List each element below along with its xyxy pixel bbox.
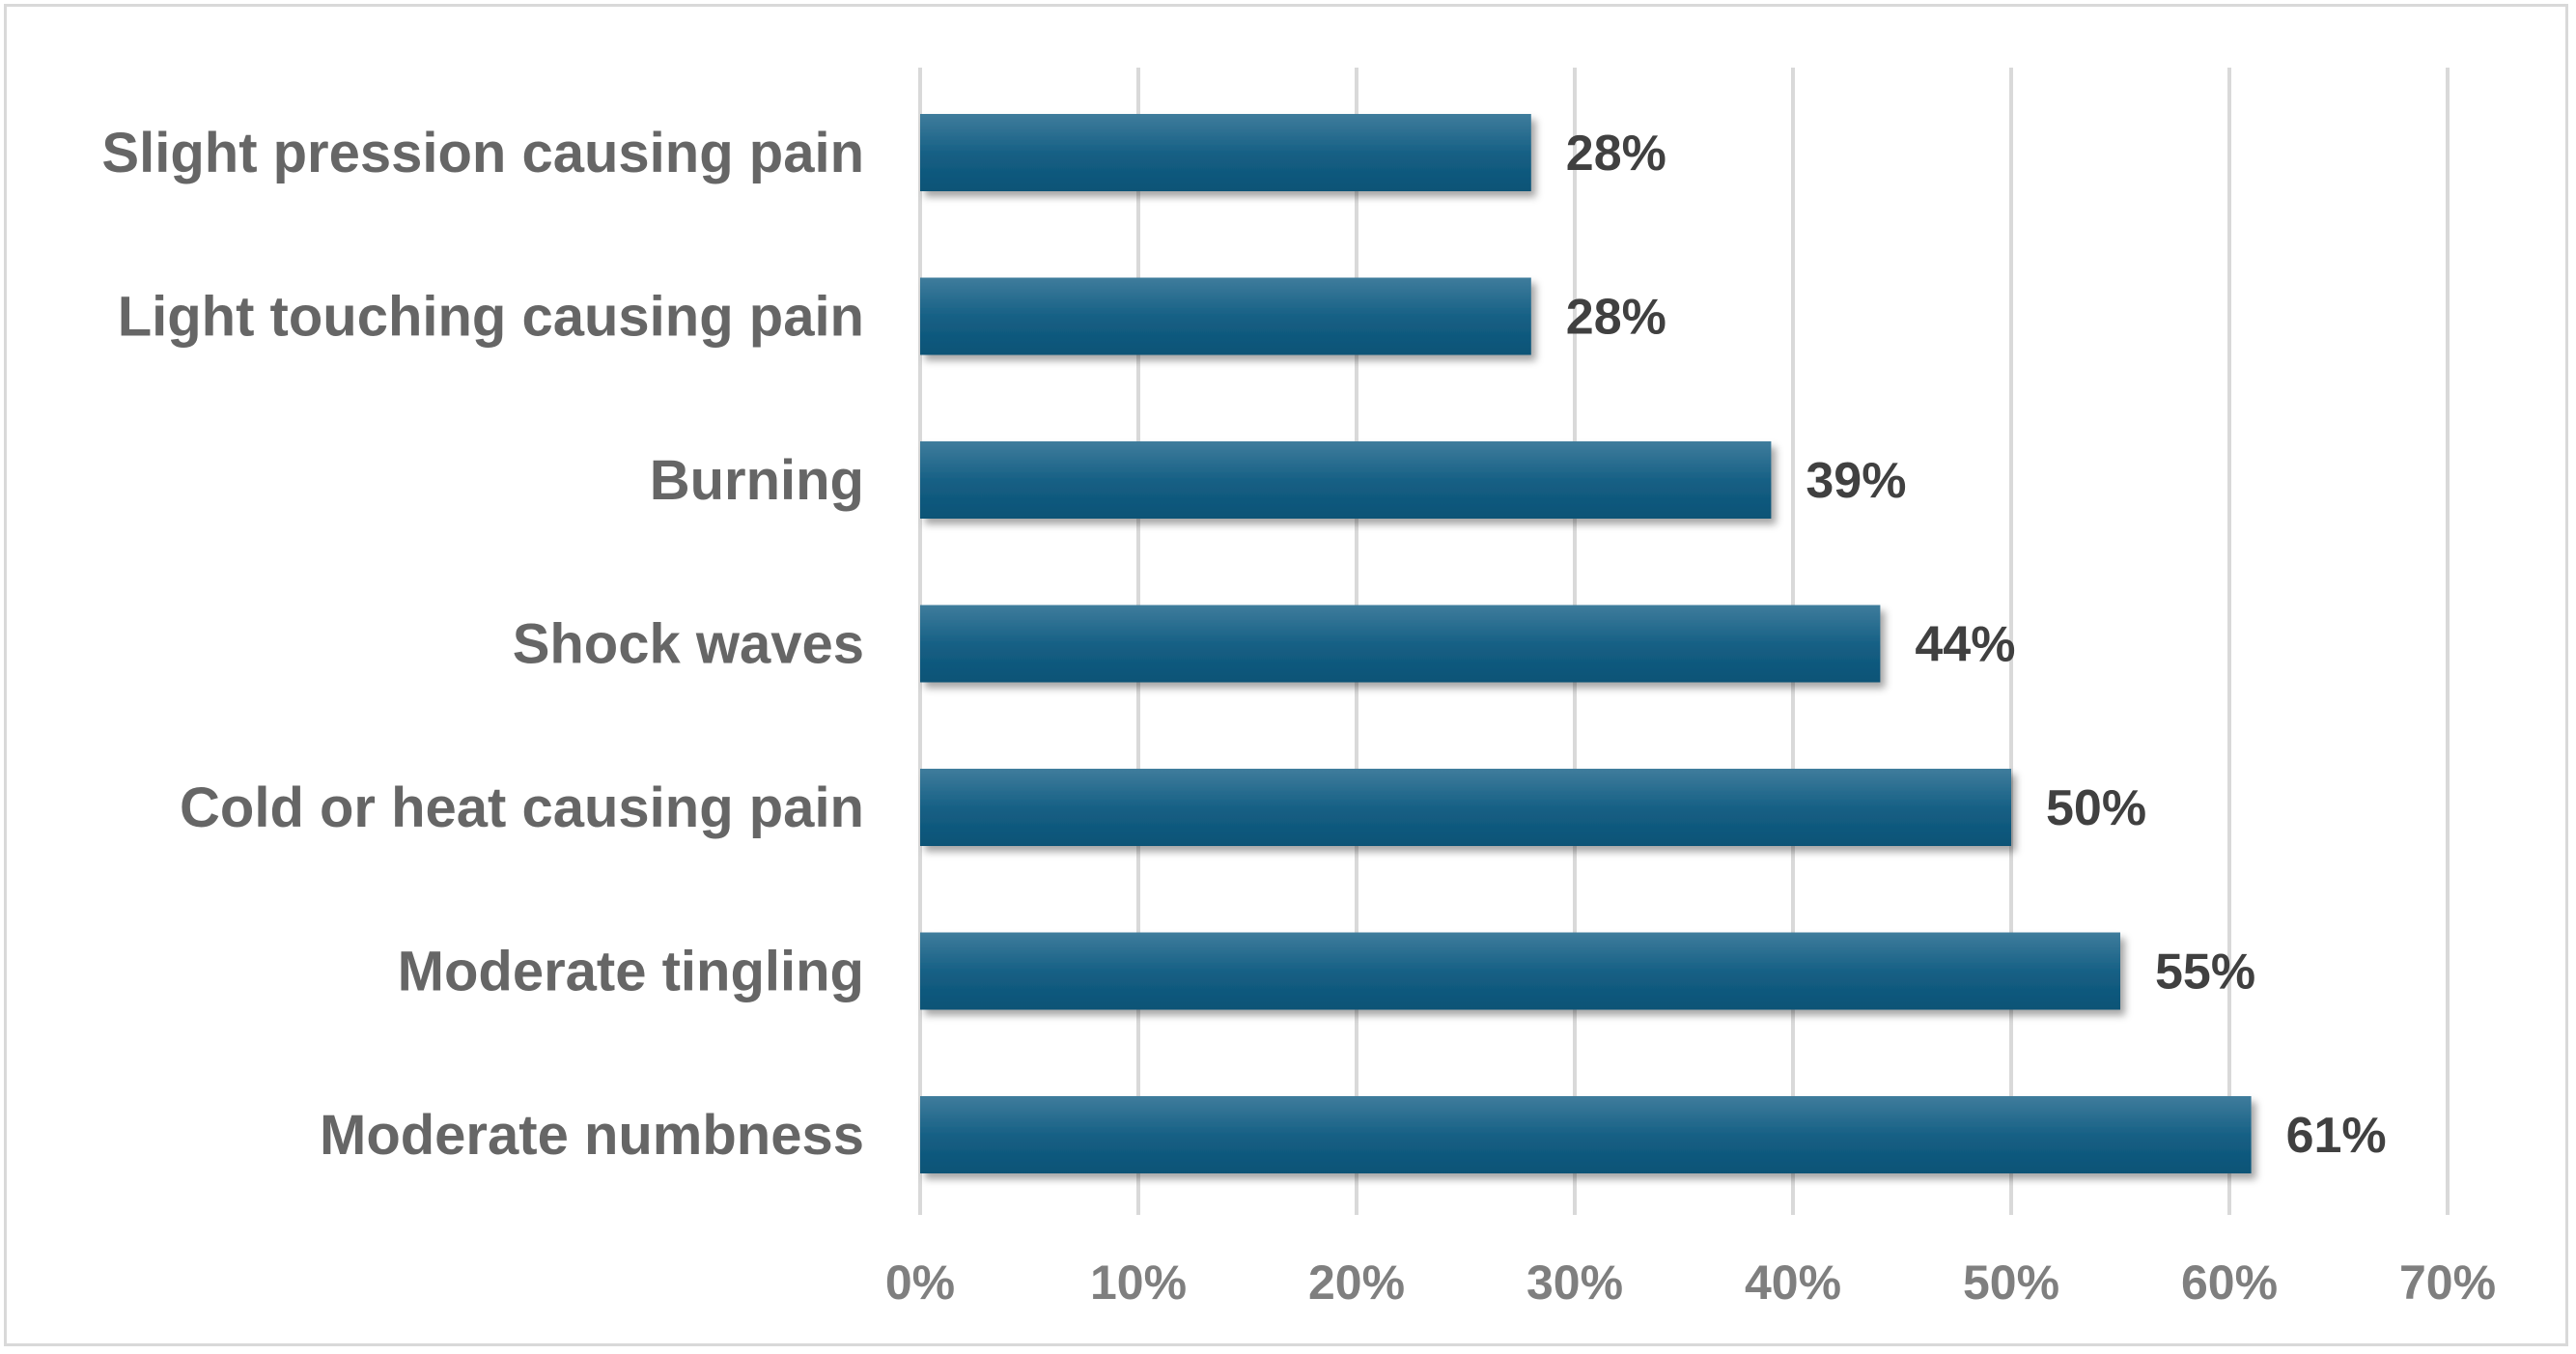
data-label: 28%: [1566, 290, 1666, 346]
bar: [920, 932, 2120, 1010]
data-label: 39%: [1806, 453, 1906, 509]
x-tick-label: 20%: [1308, 1255, 1405, 1310]
x-tick-label: 60%: [2181, 1255, 2278, 1310]
x-tick-label: 70%: [2399, 1255, 2496, 1310]
bars: [920, 114, 2252, 1173]
data-label: 50%: [2046, 780, 2146, 836]
x-tick-label: 0%: [885, 1255, 955, 1310]
x-tick-label: 40%: [1745, 1255, 1841, 1310]
category-label: Cold or heat causing pain: [180, 776, 864, 839]
category-label: Light touching causing pain: [118, 286, 864, 349]
bar: [920, 769, 2011, 846]
data-label: 55%: [2155, 945, 2255, 1001]
x-tick-label: 50%: [1963, 1255, 2059, 1310]
bar: [920, 441, 1772, 519]
category-label: Burning: [650, 449, 864, 512]
category-label: Shock waves: [513, 613, 864, 676]
category-label: Moderate tingling: [398, 941, 864, 1003]
bar: [920, 1096, 2252, 1173]
bar: [920, 605, 1881, 683]
labels: 0% 10% 20% 30% 40% 50% 60% 70% Slight pression c…: [101, 122, 2496, 1310]
x-tick-label: 30%: [1526, 1255, 1623, 1310]
data-label: 44%: [1915, 617, 2015, 673]
x-tick-label: 10%: [1090, 1255, 1187, 1310]
data-label: 61%: [2286, 1108, 2387, 1164]
category-label: Moderate numbness: [320, 1104, 864, 1167]
category-label: Slight pression causing pain: [101, 122, 864, 184]
bar: [920, 277, 1531, 355]
bar: [920, 114, 1531, 191]
data-label: 28%: [1566, 126, 1666, 182]
